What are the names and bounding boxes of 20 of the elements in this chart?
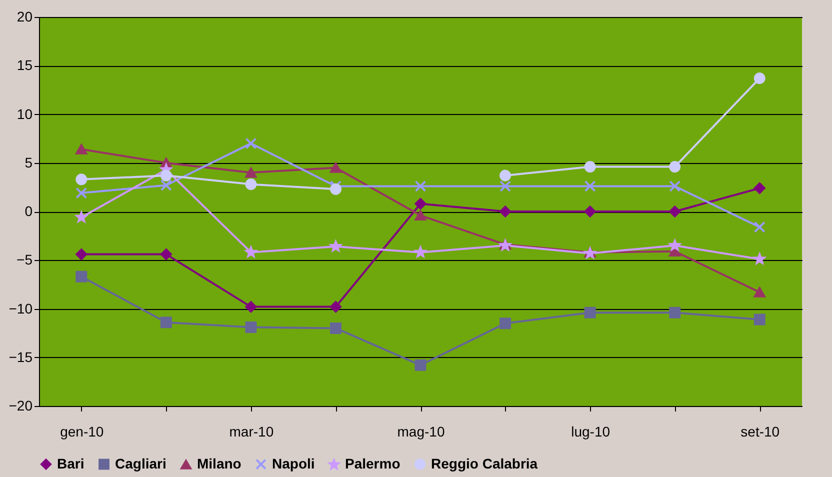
y-tick-label: 10: [16, 106, 33, 122]
legend-label: Bari: [57, 455, 84, 472]
x-tick-label: set-10: [740, 424, 780, 440]
legend-label: Palermo: [345, 456, 400, 472]
y-tick-label: 20: [16, 8, 33, 24]
y-tick-label: −15: [8, 348, 33, 365]
y-tick-label: 0: [24, 203, 33, 219]
legend-label: Napoli: [272, 455, 315, 472]
x-tick-label: mar-10: [229, 424, 274, 440]
y-tick-label: −5: [16, 252, 33, 268]
y-tick-label: −10: [8, 300, 33, 316]
y-tick-label: 5: [24, 154, 33, 170]
x-tick-label: gen-10: [60, 424, 104, 440]
legend-label: Cagliari: [115, 455, 166, 472]
y-tick-label: −20: [8, 398, 33, 414]
legend-label: Milano: [197, 456, 242, 472]
y-tick-label: 15: [16, 57, 33, 74]
legend-label: Reggio Calabria: [431, 455, 538, 472]
x-tick-label: lug-10: [571, 424, 610, 440]
x-tick-label: mag-10: [397, 424, 445, 440]
